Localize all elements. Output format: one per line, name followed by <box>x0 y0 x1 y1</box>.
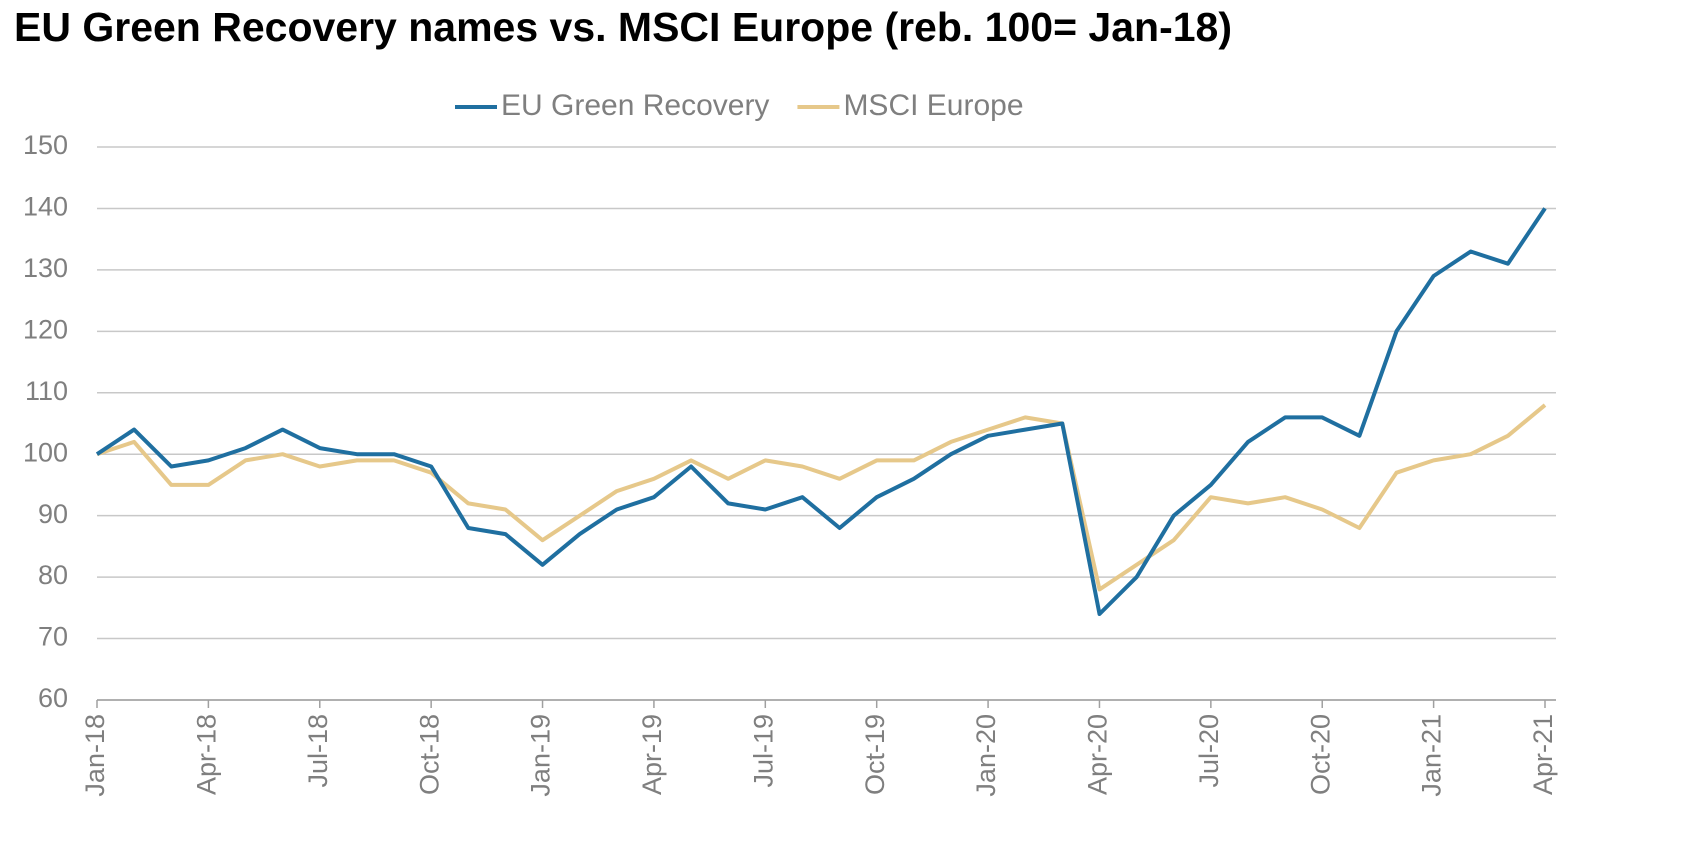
y-tick-label: 130 <box>23 253 68 283</box>
x-tick-label: Apr-19 <box>637 714 667 795</box>
y-tick-label: 140 <box>23 192 68 222</box>
x-tick-label: Jul-19 <box>748 714 778 788</box>
legend: EU Green Recovery MSCI Europe <box>455 89 1024 122</box>
x-tick-label: Apr-20 <box>1083 714 1113 795</box>
x-tick-label: Oct-18 <box>414 714 444 795</box>
chart-title: EU Green Recovery names vs. MSCI Europe … <box>14 4 1232 50</box>
y-tick-label: 100 <box>23 437 68 467</box>
x-tick-label: Apr-21 <box>1528 714 1558 795</box>
legend-label: EU Green Recovery <box>501 89 769 122</box>
legend-label: MSCI Europe <box>843 89 1023 122</box>
x-tick-label: Jan-21 <box>1417 714 1447 797</box>
x-tick-label: Oct-19 <box>860 714 890 795</box>
y-tick-label: 80 <box>38 560 68 590</box>
x-tick-label: Jan-18 <box>80 714 110 797</box>
y-tick-label: 70 <box>38 622 68 652</box>
x-tick-label: Oct-20 <box>1305 714 1335 795</box>
x-tick-label: Jul-20 <box>1194 714 1224 788</box>
y-tick-label: 150 <box>23 130 68 160</box>
y-tick-label: 110 <box>25 376 68 406</box>
x-tick-label: Jan-19 <box>526 714 556 797</box>
x-tick-label: Apr-18 <box>192 714 222 795</box>
series-line <box>95 207 1547 616</box>
y-tick-label: 90 <box>38 499 68 529</box>
x-tick-label: Jan-20 <box>971 714 1001 797</box>
y-tick-label: 120 <box>23 314 68 344</box>
x-tick-label: Jul-18 <box>303 714 333 788</box>
y-tick-label: 60 <box>38 683 68 713</box>
series-line <box>96 403 1547 592</box>
